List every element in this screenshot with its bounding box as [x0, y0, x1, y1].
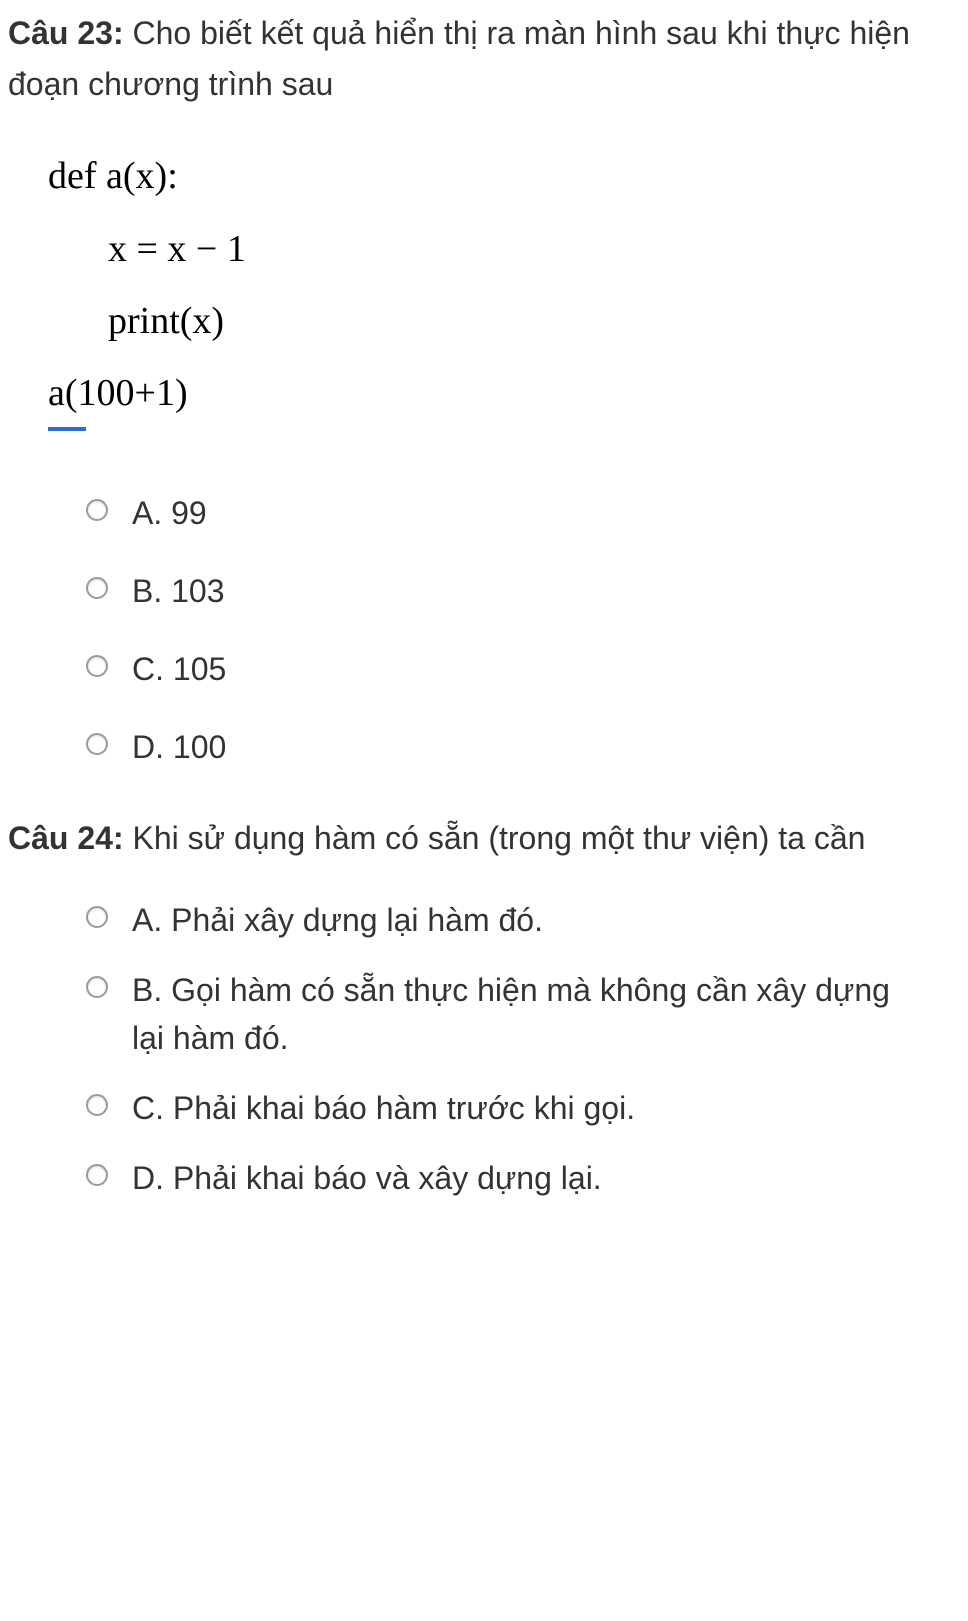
option-23-b-label: B. 103: [132, 567, 960, 615]
option-24-c[interactable]: C. Phải khai báo hàm trước khi gọi.: [86, 1084, 960, 1132]
radio-icon[interactable]: [86, 577, 108, 599]
question-23-options: A. 99 B. 103 C. 105 D. 100: [86, 489, 960, 771]
option-23-c[interactable]: C. 105: [86, 645, 960, 693]
code-call-text: a(100+1): [48, 372, 188, 414]
option-23-c-label: C. 105: [132, 645, 960, 693]
radio-icon[interactable]: [86, 499, 108, 521]
option-24-c-label: C. Phải khai báo hàm trước khi gọi.: [132, 1084, 960, 1132]
option-24-a-label: A. Phải xây dựng lại hàm đó.: [132, 896, 960, 944]
option-23-d[interactable]: D. 100: [86, 723, 960, 771]
code-line-3: print(x): [48, 285, 960, 357]
option-24-b-label: B. Gọi hàm có sẵn thực hiện mà không cần…: [132, 966, 960, 1062]
radio-icon[interactable]: [86, 733, 108, 755]
question-24: Câu 24: Khi sử dụng hàm có sẵn (trong mộ…: [8, 811, 960, 1201]
question-24-text: Câu 24: Khi sử dụng hàm có sẵn (trong mộ…: [8, 811, 960, 865]
question-23-prompt: Cho biết kết quả hiển thị ra màn hình sa…: [8, 15, 910, 102]
radio-icon[interactable]: [86, 1094, 108, 1116]
radio-icon[interactable]: [86, 655, 108, 677]
code-line-1: def a(x):: [48, 140, 960, 212]
option-23-b[interactable]: B. 103: [86, 567, 960, 615]
question-23: Câu 23: Cho biết kết quả hiển thị ra màn…: [8, 8, 960, 771]
option-23-d-label: D. 100: [132, 723, 960, 771]
question-24-options: A. Phải xây dựng lại hàm đó. B. Gọi hàm …: [86, 896, 960, 1202]
radio-icon[interactable]: [86, 1164, 108, 1186]
question-23-text: Câu 23: Cho biết kết quả hiển thị ra màn…: [8, 8, 960, 110]
option-23-a-label: A. 99: [132, 489, 960, 537]
code-block: def a(x): x = x − 1 print(x) a(100+1): [48, 140, 960, 429]
code-line-2: x = x − 1: [48, 213, 960, 285]
spellcheck-underline: [48, 427, 86, 431]
option-24-d[interactable]: D. Phải khai báo và xây dựng lại.: [86, 1154, 960, 1202]
radio-icon[interactable]: [86, 976, 108, 998]
code-line-4: a(100+1): [48, 357, 188, 429]
option-24-b[interactable]: B. Gọi hàm có sẵn thực hiện mà không cần…: [86, 966, 960, 1062]
radio-icon[interactable]: [86, 906, 108, 928]
question-24-label: Câu 24:: [8, 820, 124, 856]
question-23-label: Câu 23:: [8, 15, 124, 51]
option-24-a[interactable]: A. Phải xây dựng lại hàm đó.: [86, 896, 960, 944]
question-24-prompt: Khi sử dụng hàm có sẵn (trong một thư vi…: [124, 820, 866, 856]
option-24-d-label: D. Phải khai báo và xây dựng lại.: [132, 1154, 960, 1202]
option-23-a[interactable]: A. 99: [86, 489, 960, 537]
